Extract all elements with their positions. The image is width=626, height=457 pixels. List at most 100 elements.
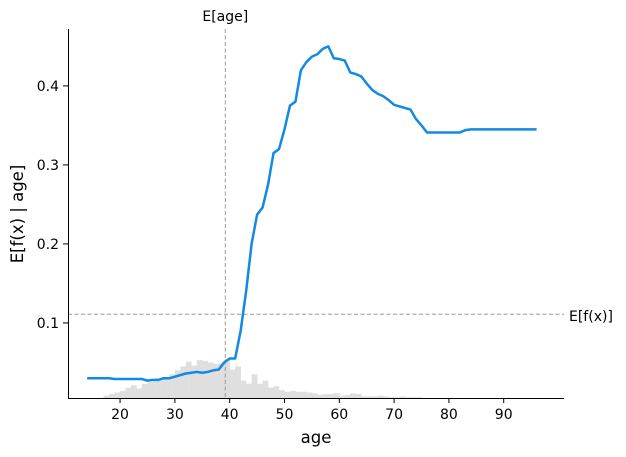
histogram-bar: [372, 396, 378, 398]
pdp-point: [245, 290, 248, 293]
pdp-point: [168, 377, 171, 380]
histogram-bar: [251, 374, 258, 398]
pdp-point: [387, 99, 390, 102]
pdp-point: [223, 361, 226, 364]
histogram-bar: [163, 379, 170, 398]
histogram-bar: [279, 390, 285, 398]
histogram-bar: [289, 390, 296, 398]
pdp-point: [453, 131, 456, 134]
x-tick-label: 60: [330, 407, 348, 423]
histogram-bar: [295, 391, 302, 398]
pdp-point: [360, 75, 363, 78]
pdp-point: [436, 131, 439, 134]
pdp-point: [102, 377, 105, 380]
pdp-point: [327, 45, 330, 48]
histogram-bar: [268, 387, 274, 398]
histogram-bar: [196, 360, 203, 398]
pdp-point: [184, 372, 187, 375]
histogram-bar: [158, 380, 165, 398]
pdp-point: [250, 242, 253, 245]
pdp-point: [97, 377, 100, 380]
pdp-point: [256, 213, 259, 216]
expected-age-label: E[age]: [202, 9, 248, 25]
pdp-point: [124, 378, 127, 381]
pdp-point: [404, 107, 407, 110]
histogram-bar: [229, 369, 236, 398]
histogram-bar: [333, 393, 340, 398]
histogram-bar: [114, 392, 121, 398]
pdp-point: [475, 128, 478, 131]
pdp-point: [321, 47, 324, 50]
histogram-bar: [109, 394, 115, 398]
histogram-bar: [103, 395, 110, 398]
pdp-point: [513, 128, 516, 131]
pdp-point: [162, 377, 165, 380]
pdp-point: [332, 57, 335, 60]
pdp-point: [299, 69, 302, 72]
pdp-point: [431, 131, 434, 134]
partial-dependence-line: [87, 45, 537, 382]
histogram-bar: [405, 397, 411, 398]
points-layer: [86, 45, 538, 382]
pdp-point: [217, 368, 220, 371]
histogram-bar: [355, 394, 362, 398]
histogram-bar: [328, 394, 335, 398]
histogram-bar: [169, 374, 176, 398]
pdp-point: [272, 152, 275, 155]
pdp-point: [398, 105, 401, 108]
reference-layer: E[age] E[f(x)]: [68, 9, 613, 398]
pdp-point: [480, 128, 483, 131]
pdp-point: [365, 82, 368, 85]
pdp-point: [179, 374, 182, 377]
histogram-bar: [350, 393, 357, 398]
histogram-bar: [147, 382, 154, 398]
x-tick-label: 30: [166, 407, 184, 423]
pdp-point: [469, 128, 472, 131]
pdp-point: [524, 128, 527, 131]
histogram-layer: [103, 359, 422, 398]
pdp-point: [146, 379, 149, 382]
x-tick-label: 80: [440, 407, 458, 423]
histogram-bar: [300, 391, 307, 398]
pdp-point: [349, 71, 352, 74]
pdp-point: [393, 103, 396, 106]
histogram-bar: [339, 395, 346, 398]
histogram-bar: [131, 385, 137, 398]
histogram-bar: [257, 383, 263, 398]
pdp-point: [486, 128, 489, 131]
x-tick-label: 20: [111, 407, 129, 423]
pdp-point: [157, 378, 160, 381]
pdp-point: [376, 92, 379, 95]
pdp-point: [130, 378, 133, 381]
histogram-bar: [306, 392, 313, 398]
histogram-bar: [185, 361, 192, 398]
histogram-bar: [366, 396, 373, 398]
histogram-bar: [416, 397, 422, 398]
histogram-bar: [273, 386, 280, 398]
pdp-point: [278, 148, 281, 151]
y-ticks: 0.1 0.2 0.3 0.4: [37, 79, 68, 332]
pdp-point: [442, 131, 445, 134]
pdp-point: [212, 369, 215, 372]
pdp-point: [354, 73, 357, 76]
pdp-point: [382, 95, 385, 98]
pdp-point: [343, 59, 346, 62]
pdp-point: [91, 377, 94, 380]
pdp-point: [190, 371, 193, 374]
pdp-point: [415, 118, 418, 121]
y-axis-title: E[f(x) | age]: [8, 165, 27, 264]
pdp-point: [420, 124, 423, 127]
pdp-point: [206, 370, 209, 373]
pdp-point: [371, 88, 374, 91]
histogram-bar: [207, 362, 214, 398]
pdp-point: [108, 377, 111, 380]
y-tick-label: 0.2: [37, 237, 59, 253]
histogram-bar: [125, 387, 132, 398]
histogram-bar: [322, 394, 329, 398]
x-tick-label: 50: [276, 407, 294, 423]
axes: 20 30 40 50 60 70 80 90 0.1 0.2 0.3 0.4 age E[f(x)…: [8, 29, 564, 447]
pdp-point: [338, 58, 341, 61]
histogram-bar: [191, 365, 198, 398]
histogram-bar: [383, 396, 389, 398]
